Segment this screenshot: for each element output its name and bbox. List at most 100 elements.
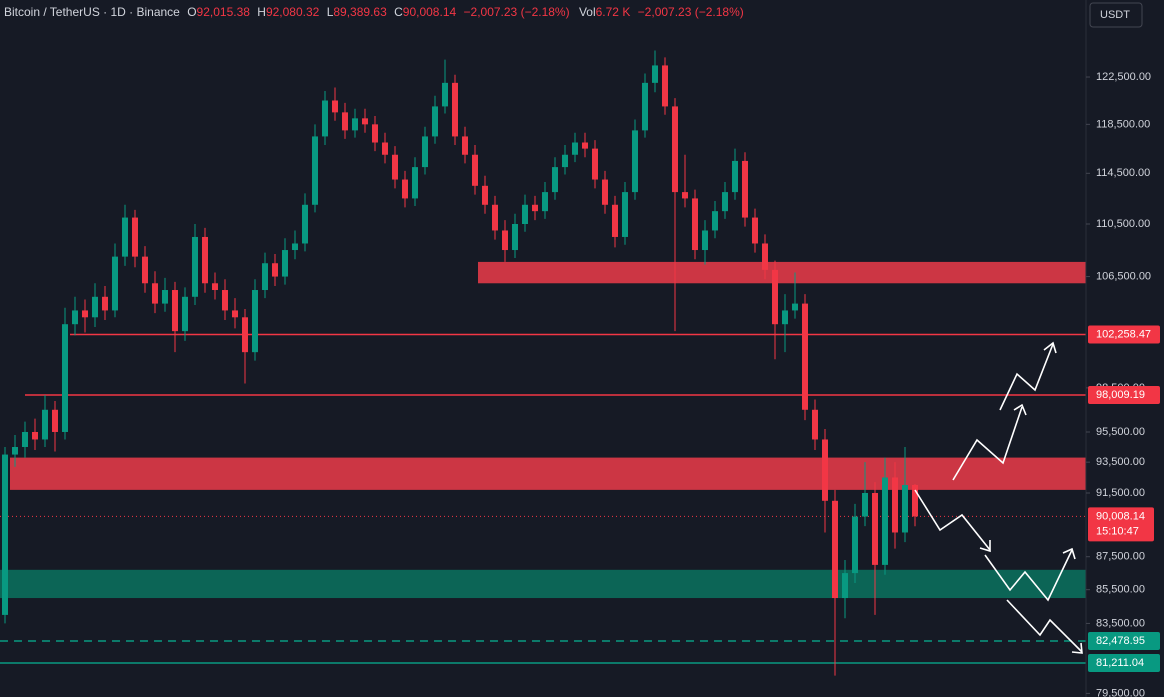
candle-body (442, 82, 448, 107)
candle-body (672, 106, 678, 193)
legend-value: 89,389.63 (333, 5, 387, 19)
candle-body (202, 236, 208, 284)
level-label-box (1088, 631, 1160, 650)
currency-button[interactable] (1089, 2, 1143, 28)
symbol: Bitcoin / TetherUS · 1D · Binance (4, 5, 180, 19)
candle-body (212, 283, 218, 291)
candle-body (322, 100, 328, 137)
candle-body (332, 100, 338, 113)
arrow-head (1043, 341, 1057, 354)
y-tick-label: 118,500.00 (1096, 118, 1150, 130)
candle-body (612, 204, 618, 237)
level-label-box (1088, 654, 1160, 673)
candle-body (772, 269, 778, 325)
candle-body (582, 142, 588, 149)
candle-body (422, 136, 428, 168)
candle-body (182, 296, 188, 332)
arrow (914, 489, 991, 551)
candle-body (472, 154, 478, 186)
volume-change: −2,007.23 (−2.18%) (638, 5, 744, 19)
arrow-head (1062, 547, 1076, 560)
candle-body (592, 148, 598, 180)
price-axis: 122,500.00 118,500.00 114,500.00 110,500.00… (1086, 71, 1160, 697)
candle-body (22, 431, 28, 447)
candle-body (732, 160, 738, 193)
candle-body (802, 303, 808, 410)
legend-key: C (394, 5, 403, 19)
candle-body (82, 310, 88, 318)
candle-body (412, 167, 418, 199)
candle-body (512, 223, 518, 251)
candle-body (892, 477, 898, 533)
candle-body (172, 290, 178, 332)
candle-body (832, 500, 838, 599)
y-tick-label: 85,500.00 (1096, 584, 1145, 596)
zone (0, 569, 1086, 599)
projection-arrows (914, 341, 1083, 654)
candle-body (52, 409, 58, 432)
candle-body (302, 204, 308, 244)
candle-body (352, 118, 358, 131)
last-price-box (1088, 507, 1154, 542)
candle-body (402, 179, 408, 199)
candle-body (682, 192, 688, 199)
candle-body (862, 492, 868, 517)
candle-body (632, 130, 638, 193)
arrow (952, 406, 1023, 481)
y-tick-label: 114,500.00 (1096, 167, 1150, 179)
candle-body (162, 290, 168, 304)
candle-body (92, 296, 98, 318)
y-tick-label: 93,500.00 (1096, 456, 1145, 468)
candle-body (912, 484, 918, 517)
change: −2,007.23 (−2.18%) (464, 5, 570, 19)
candle-body (532, 204, 538, 212)
candle-body (902, 484, 908, 533)
candle-body (142, 256, 148, 284)
candle-body (502, 230, 508, 251)
plot-area (0, 50, 1086, 676)
candle-body (642, 82, 648, 131)
candle-body (882, 477, 888, 565)
level-label-box (1088, 325, 1160, 344)
candle-body (102, 296, 108, 311)
candle-body (362, 118, 368, 125)
y-tick-label: 122,500.00 (1096, 71, 1151, 83)
candle-body (342, 112, 348, 131)
candle-body (382, 142, 388, 155)
candle-body (262, 263, 268, 291)
countdown: 15:10:47 (1096, 525, 1139, 537)
candle-body (842, 573, 848, 599)
candle-body (392, 154, 398, 180)
y-tick-label: 79,500.00 (1096, 687, 1145, 697)
candle-body (42, 409, 48, 440)
candle-body (742, 160, 748, 218)
legend-key: O (187, 5, 196, 19)
candle-body (722, 192, 728, 212)
candle-body (292, 243, 298, 251)
level-label: 81,211.04 (1096, 657, 1144, 669)
currency-label: USDT (1100, 9, 1130, 21)
candle-body (32, 431, 38, 440)
candle-body (222, 290, 228, 311)
candle-body (112, 256, 118, 311)
legend-key: H (257, 5, 266, 19)
candle-body (692, 198, 698, 251)
candle-body (132, 217, 138, 257)
candle-body (12, 446, 18, 455)
candle-body (282, 250, 288, 277)
candle-body (562, 154, 568, 168)
candle-body (372, 124, 378, 143)
volume-key: Vol (579, 5, 596, 19)
y-tick-label: 106,500.00 (1096, 270, 1151, 282)
arrow (984, 549, 1073, 602)
candle-body (752, 217, 758, 244)
candle-body (552, 167, 558, 193)
arrow (999, 343, 1054, 411)
candle-body (622, 192, 628, 237)
legend-value: 92,015.38 (197, 5, 251, 19)
candle-body (522, 204, 528, 224)
legend-value: 92,080.32 (266, 5, 320, 19)
candle-body (2, 454, 8, 615)
level-label: 98,009.19 (1096, 389, 1145, 401)
